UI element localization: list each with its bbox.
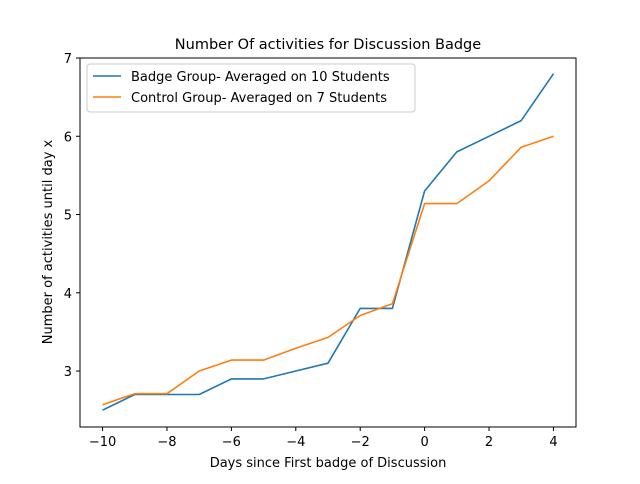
plot-frame [79, 57, 577, 428]
x-tick-label: 0 [420, 435, 428, 450]
legend-label-control-group: Control Group- Averaged on 7 Students [131, 91, 387, 106]
legend-box [86, 63, 416, 113]
x-tick-label: −10 [89, 435, 116, 450]
y-axis-label: Number of activities until day x [41, 139, 56, 344]
series-lines [102, 73, 555, 411]
series-line-control-group [102, 135, 554, 406]
legend: Badge Group- Averaged on 10 Students Con… [86, 63, 416, 113]
x-tick-label: −6 [222, 435, 241, 450]
y-tick-label: 7 [64, 52, 72, 67]
chart-title: Number Of activities for Discussion Badg… [175, 37, 481, 53]
y-tick-label: 4 [64, 287, 72, 302]
x-tick-label: 2 [485, 435, 493, 450]
x-tick-label: −4 [286, 435, 305, 450]
series-line-badge-group [102, 73, 555, 411]
x-tick-label: −8 [157, 435, 176, 450]
axis-ticks: −10 −8 −6 −4 −2 0 2 4 3 4 5 6 7 [64, 52, 558, 450]
y-tick-label: 3 [64, 365, 72, 380]
y-tick-label: 6 [64, 130, 72, 145]
legend-label-badge-group: Badge Group- Averaged on 10 Students [131, 70, 390, 85]
x-axis-label: Days since First badge of Discussion [210, 456, 447, 471]
x-tick-label: 4 [549, 435, 557, 450]
y-tick-label: 5 [64, 209, 72, 224]
x-tick-label: −2 [351, 435, 370, 450]
